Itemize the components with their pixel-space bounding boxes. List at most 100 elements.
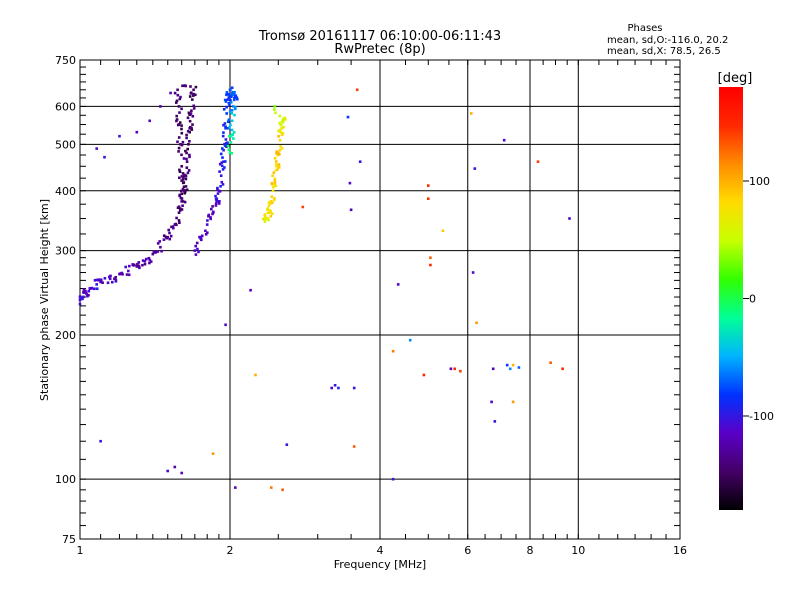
data-point [358,160,362,163]
data-point [330,386,333,390]
data-point [108,277,112,281]
data-point [180,471,183,475]
data-point [227,96,231,99]
stats-line-x: mean, sd,X: 78.5, 26.5 [607,46,721,57]
data-point [249,288,252,292]
data-point [230,95,233,98]
data-point [82,288,86,291]
data-point [175,114,178,118]
x-tick-label: 1 [77,544,84,557]
data-point [226,98,230,101]
data-point [224,323,227,327]
data-point [233,96,236,100]
data-point [113,277,116,281]
data-point [224,142,228,145]
data-point [184,174,187,177]
data-point [273,197,276,200]
data-point [230,112,233,115]
data-point [352,445,356,448]
data-point [224,138,228,141]
data-point [211,211,215,214]
data-point [267,218,270,222]
data-point [267,204,271,207]
data-point [274,111,277,115]
data-point [149,260,153,263]
data-point [186,147,189,151]
data-point [209,217,212,221]
data-point [133,263,136,267]
data-point [177,123,181,126]
data-point [159,245,162,249]
data-point [178,170,182,173]
data-point [204,233,208,236]
data-point [231,105,235,108]
data-point [182,181,186,184]
data-point [185,157,188,161]
data-point [269,209,272,213]
data-point [219,174,223,177]
data-point [333,384,337,387]
data-point [183,200,187,204]
data-point [214,202,218,206]
data-point [175,216,178,220]
data-point [278,128,282,132]
data-point [422,373,426,377]
data-point [121,273,124,276]
data-point [355,88,359,92]
data-point [205,223,209,226]
y-tick-label: 75 [62,533,76,546]
data-point [180,127,183,131]
y-tick-label: 600 [55,100,76,113]
data-point [226,120,230,123]
data-point [502,138,506,142]
data-point [185,160,189,163]
y-tick-label: 300 [55,245,76,258]
data-point [280,123,283,127]
data-point [223,166,226,169]
data-point [429,263,432,267]
data-point [167,228,170,232]
data-point [272,171,276,174]
data-point [229,141,233,144]
data-point [493,420,497,423]
y-tick-label: 100 [55,473,76,486]
data-point [176,93,180,97]
data-point [182,175,185,179]
data-point [470,112,473,115]
data-point [176,88,179,92]
data-point [216,188,219,191]
data-point [228,151,232,155]
data-point [180,124,183,127]
data-point [124,265,127,269]
data-point [229,123,232,127]
x-tick-label: 2 [227,544,234,557]
data-point [226,144,230,148]
colorbar-gradient [719,87,743,510]
data-point [158,240,161,243]
data-point [188,140,191,143]
data-point [273,181,277,184]
data-point [195,241,199,245]
data-point [396,283,400,286]
data-point [216,186,219,190]
data-point [277,135,280,138]
data-point [192,104,195,108]
data-point [226,126,230,130]
data-point [180,153,183,157]
data-point [511,400,515,404]
data-point [131,263,135,266]
data-point [182,157,186,160]
data-point [109,274,112,278]
data-point [263,220,267,223]
data-point [225,112,228,115]
data-point [217,189,221,193]
data-point [206,231,209,234]
data-point [191,123,194,126]
data-point [193,249,197,252]
data-point [185,133,188,137]
data-point [95,147,98,150]
data-point [228,103,231,107]
data-point [187,111,191,115]
data-point [178,193,182,197]
data-point [187,143,190,146]
